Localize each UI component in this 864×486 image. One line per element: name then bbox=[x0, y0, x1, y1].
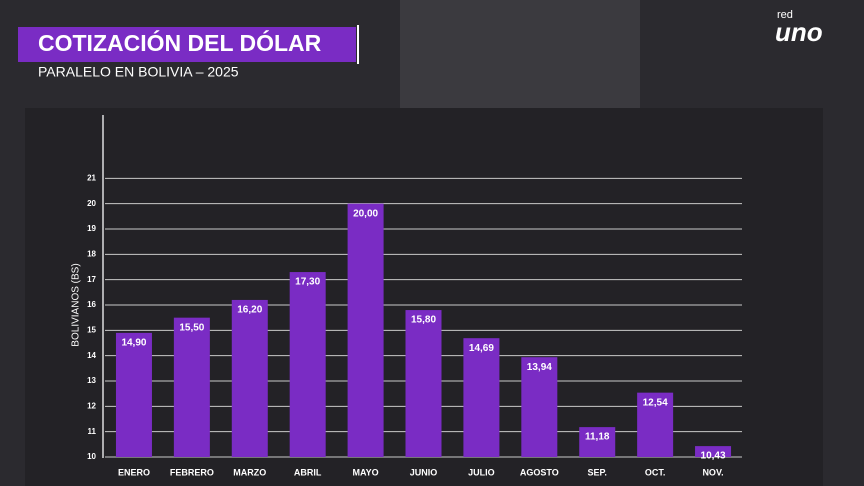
bar bbox=[637, 392, 674, 457]
bar bbox=[115, 332, 152, 457]
value-label: 17,30 bbox=[295, 277, 320, 288]
value-label: 13,94 bbox=[527, 362, 552, 373]
value-label: 11,18 bbox=[585, 432, 610, 443]
y-axis-label: BOLIVIANOS (BS) bbox=[71, 263, 82, 346]
x-tick-label: ABRIL bbox=[294, 467, 322, 477]
x-tick-label: JULIO bbox=[468, 467, 495, 477]
logo-main: uno bbox=[775, 17, 823, 47]
x-tick-label: FEBRERO bbox=[170, 467, 214, 477]
bar bbox=[579, 427, 616, 457]
y-tick-label: 16 bbox=[87, 300, 96, 309]
x-tick-label: MAYO bbox=[352, 467, 378, 477]
x-tick-label: SEP. bbox=[588, 467, 607, 477]
y-tick-label: 19 bbox=[87, 224, 96, 233]
value-label: 14,69 bbox=[469, 343, 494, 354]
background-bill bbox=[400, 0, 640, 110]
y-tick-label: 10 bbox=[87, 452, 96, 461]
y-tick-label: 20 bbox=[87, 199, 96, 208]
y-tick-label: 11 bbox=[88, 427, 97, 436]
bar bbox=[521, 357, 558, 457]
value-label: 12,54 bbox=[643, 397, 668, 408]
title-box bbox=[18, 27, 356, 62]
y-tick-label: 14 bbox=[87, 351, 96, 360]
value-label: 10,43 bbox=[701, 451, 726, 462]
bar bbox=[173, 317, 210, 457]
logo-small: red bbox=[777, 9, 793, 21]
x-tick-label: OCT. bbox=[645, 467, 666, 477]
value-label: 14,90 bbox=[121, 338, 146, 349]
value-label: 16,20 bbox=[237, 305, 262, 316]
value-label: 20,00 bbox=[353, 208, 378, 219]
y-tick-label: 15 bbox=[87, 325, 96, 334]
y-tick-label: 13 bbox=[87, 376, 96, 385]
bar bbox=[289, 272, 326, 457]
bar bbox=[463, 338, 500, 457]
x-tick-label: MARZO bbox=[233, 467, 266, 477]
y-tick-label: 18 bbox=[87, 249, 96, 258]
y-tick-label: 21 bbox=[87, 173, 96, 182]
chart-subtitle: PARALELO EN BOLIVIA – 2025 bbox=[38, 64, 239, 80]
value-label: 15,50 bbox=[179, 322, 204, 333]
bar bbox=[695, 446, 732, 457]
bar bbox=[231, 299, 268, 457]
bar bbox=[405, 310, 442, 457]
x-tick-label: JUNIO bbox=[410, 467, 438, 477]
x-tick-label: ENERO bbox=[118, 467, 150, 477]
value-label: 15,80 bbox=[411, 315, 436, 326]
bar bbox=[347, 203, 384, 457]
x-tick-label: AGOSTO bbox=[520, 467, 559, 477]
chart-title: COTIZACIÓN DEL DÓLAR bbox=[38, 29, 322, 56]
y-tick-label: 12 bbox=[87, 401, 96, 410]
y-tick-label: 17 bbox=[87, 275, 96, 284]
x-tick-label: NOV. bbox=[702, 467, 723, 477]
